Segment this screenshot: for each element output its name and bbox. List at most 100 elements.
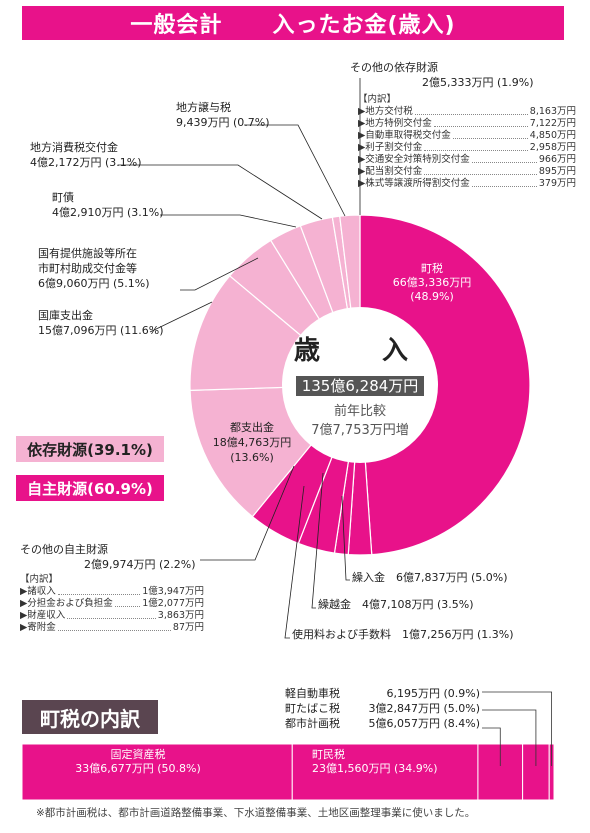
leader-transfer [341, 495, 350, 581]
breakdown-own-row: ▶分担金および負担金 1億2,077万円 [20, 598, 204, 610]
tax-small-item: 町たばこ税 3億2,847万円 (5.0%) [270, 701, 480, 716]
dot-leader [471, 178, 537, 187]
label-national: 国庫支出金 15億7,096万円 (11.6%) [38, 309, 164, 337]
breakdown-dep-row-value: 7,122万円 [529, 118, 576, 129]
legend-dependent: 依存財源(39.1%) [16, 436, 164, 462]
label-other-own: その他の自主財源 2億9,974万円 (2.2%) [20, 543, 196, 571]
tax-leader-line [482, 691, 553, 766]
breakdown-own-row-name: ▶分担金および負担金 [20, 598, 113, 609]
title-left: 一般会計 [130, 13, 223, 38]
breakdown-dep-row-value: 2,958万円 [529, 142, 576, 153]
label-transfer: 繰入金 6億7,837万円 (5.0%) [352, 571, 508, 584]
dot-leader [114, 598, 141, 607]
center-compare-value: 7億7,753万円増 [311, 423, 409, 438]
tax-small-item-value: 6,195万円 (0.9%) [386, 687, 480, 700]
label-consumption: 地方消費税交付金 4億2,172万円 (3.1%) [30, 141, 142, 169]
breakdown-own-heading: 【内訳】 [20, 574, 59, 585]
breakdown-own-row-value: 1億2,077万円 [142, 598, 204, 609]
breakdown-dep-row-value: 379万円 [538, 178, 576, 189]
center-total: 135億6,284万円 [295, 376, 425, 396]
breakdown-dep: 【内訳】 ▶地方交付税 8,163万円 ▶地方特例交付金 7,122万円 ▶自動車取得税… [358, 94, 576, 190]
breakdown-own: 【内訳】 ▶諸収入 1億3,947万円 ▶分担金および負担金 1億2,077万円 ▶財産… [20, 574, 204, 634]
legend-own: 自主財源(60.9%) [16, 475, 164, 501]
breakdown-own-row-name: ▶財産収入 [20, 610, 66, 621]
breakdown-dep-row: ▶利子割交付金 2,958万円 [358, 142, 576, 154]
breakdown-dep-heading: 【内訳】 [358, 94, 397, 105]
label-transfer-tax: 地方譲与税 9,439万円 (0.7%) [176, 101, 270, 129]
dot-leader [57, 586, 141, 595]
breakdown-own-row: ▶諸収入 1億3,947万円 [20, 586, 204, 598]
breakdown-dep-row: ▶交通安全対策特別交付金 966万円 [358, 154, 576, 166]
tax-leader-line [482, 727, 501, 766]
page-title: 一般会計 入ったお金(歳入) [22, 6, 564, 40]
breakdown-own-row-value: 3,863万円 [157, 610, 204, 621]
leader-national [149, 301, 213, 333]
breakdown-dep-row-name: ▶地方交付税 [358, 106, 413, 117]
tax-leader-line [482, 709, 537, 766]
breakdown-dep-row-name: ▶配当割交付金 [358, 166, 423, 177]
tax-small-item: 軽自動車税 6,195万円 (0.9%) [270, 686, 480, 701]
leader-carryover [311, 472, 324, 609]
tax-section-title: 町税の内訳 [22, 700, 158, 734]
breakdown-dep-row-value: 4,850万円 [529, 130, 576, 141]
footnote: ※都市計画税は、都市計画道路整備事業、下水道整備事業、土地区画整理事業に使いまし… [36, 807, 476, 819]
dot-leader [424, 166, 537, 175]
tax-small-item-name: 都市計画税 [285, 717, 340, 730]
tax-bar-segment [291, 743, 479, 800]
tax-label-resident: 町民税 23億1,560万円 (34.9%) [312, 748, 438, 775]
tax-small-item-name: 町たばこ税 [285, 702, 340, 715]
leader-consumption [118, 164, 323, 220]
dot-leader [433, 118, 528, 127]
breakdown-dep-row-value: 895万円 [538, 166, 576, 177]
breakdown-own-row-value: 87万円 [172, 622, 204, 633]
breakdown-own-row: ▶寄附金 87万円 [20, 622, 204, 634]
breakdown-dep-row-value: 8,163万円 [529, 106, 576, 117]
tax-small-item-value: 3億2,847万円 (5.0%) [368, 702, 480, 715]
breakdown-dep-row-name: ▶利子割交付金 [358, 142, 423, 153]
label-bond: 町債 4億2,910万円 (3.1%) [52, 191, 164, 219]
tax-small-item-value: 5億6,057万円 (8.4%) [368, 717, 480, 730]
dot-leader [67, 610, 156, 619]
tax-small-item: 都市計画税 5億6,057万円 (8.4%) [270, 716, 480, 731]
title-right: 入ったお金(歳入) [272, 13, 456, 38]
breakdown-dep-row: ▶株式等譲渡所得割交付金 379万円 [358, 178, 576, 190]
breakdown-dep-row: ▶自動車取得税交付金 4,850万円 [358, 130, 576, 142]
tax-stacked-bar [21, 691, 555, 800]
dot-leader [471, 154, 537, 163]
center-title: 歳 入 [293, 336, 426, 366]
label-other-dep: その他の依存財源 2億5,333万円 (1.9%) [350, 61, 534, 89]
breakdown-dep-row: ▶配当割交付金 895万円 [358, 166, 576, 178]
label-fees: 使用料および手数料 1億7,256万円 (1.3%) [292, 628, 514, 641]
breakdown-dep-row-name: ▶株式等譲渡所得割交付金 [358, 178, 470, 189]
dot-leader [57, 622, 171, 631]
leader-other-own [200, 465, 295, 561]
leader-bond [160, 214, 297, 228]
leader-transfer-tax [244, 124, 346, 217]
breakdown-dep-row-name: ▶自動車取得税交付金 [358, 130, 451, 141]
leader-facility [180, 257, 259, 291]
breakdown-dep-row: ▶地方交付税 8,163万円 [358, 106, 576, 118]
breakdown-dep-row-name: ▶交通安全対策特別交付金 [358, 154, 470, 165]
label-metro: 都支出金 18億4,763万円 (13.6%) [212, 421, 292, 464]
label-facility: 国有提供施設等所在 市町村助成交付金等 6億9,060万円 (5.1%) [38, 247, 150, 290]
tax-bar-segment [21, 743, 293, 800]
pie-slice-town-tax [359, 214, 531, 556]
leader-fees [284, 485, 305, 639]
breakdown-own-row-value: 1億3,947万円 [142, 586, 204, 597]
tax-small-item-name: 軽自動車税 [285, 687, 340, 700]
dot-leader [424, 142, 528, 151]
dot-leader [414, 106, 528, 115]
center-compare-label: 前年比較 [333, 404, 386, 419]
dot-leader [452, 130, 528, 139]
breakdown-own-row: ▶財産収入 3,863万円 [20, 610, 204, 622]
tax-small-items: 軽自動車税 6,195万円 (0.9%) 町たばこ税 3億2,847万円 (5.0%)… [270, 686, 480, 731]
label-carryover: 繰越金 4億7,108万円 (3.5%) [318, 598, 474, 611]
label-town-tax: 町税 66億3,336万円 (48.9%) [392, 262, 472, 303]
breakdown-own-row-name: ▶寄附金 [20, 622, 56, 633]
breakdown-dep-row-value: 966万円 [538, 154, 576, 165]
pie-center: 歳 入 135億6,284万円 前年比較 7億7,753万円増 [282, 330, 438, 438]
breakdown-dep-row-name: ▶地方特例交付金 [358, 118, 432, 129]
breakdown-own-row-name: ▶諸収入 [20, 586, 56, 597]
breakdown-dep-row: ▶地方特例交付金 7,122万円 [358, 118, 576, 130]
tax-label-fixed-asset: 固定資産税 33億6,677万円 (50.8%) [75, 748, 201, 775]
